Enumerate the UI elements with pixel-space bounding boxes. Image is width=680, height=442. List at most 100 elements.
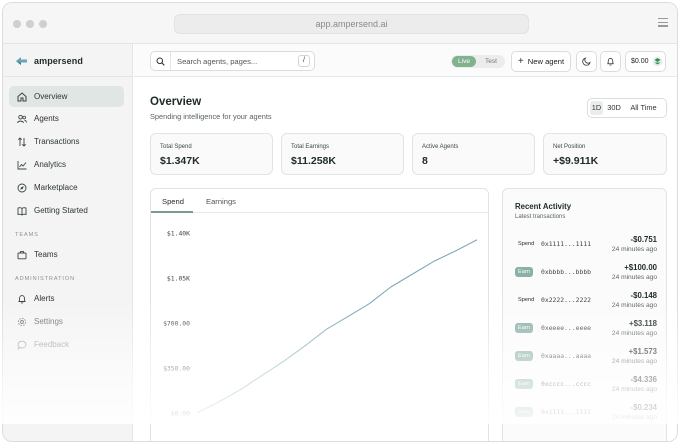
tx-id: 0x1111...1111	[541, 240, 592, 248]
tab-spend[interactable]: Spend	[162, 197, 184, 206]
line-chart-icon	[17, 160, 27, 169]
tx-amount: +$1.573	[628, 347, 657, 356]
brand-logo-icon	[16, 57, 27, 65]
stat-card-total-spend[interactable]: Total Spend $1.347K	[150, 133, 273, 175]
mode-live-option[interactable]: Live	[452, 56, 476, 67]
sidebar-item-teams[interactable]: Teams	[9, 244, 124, 265]
type-badge: Earn	[515, 379, 533, 389]
range-option-1d[interactable]: 1D	[590, 101, 603, 115]
top-bar: Search agents, pages... / Live Test + Ne…	[134, 44, 677, 77]
briefcase-icon	[17, 250, 27, 259]
tx-amount: -$4.336	[630, 375, 657, 384]
stat-card-total-earnings[interactable]: Total Earnings $11.258K	[281, 133, 404, 175]
sidebar-item-label: Getting Started	[34, 206, 88, 215]
window-maximize-dot[interactable]	[39, 20, 47, 28]
stat-label: Total Spend	[160, 144, 192, 150]
y-tick-label: $1.40K	[167, 230, 190, 238]
activity-row[interactable]: Earn 0x1111...1111 -$0.234 24 minutes ag…	[515, 403, 657, 425]
home-icon	[17, 91, 27, 101]
tx-id: 0x1111...1111	[541, 408, 592, 416]
chart-tabs: Spend Earnings	[151, 189, 488, 213]
sidebar-item-transactions[interactable]: Transactions	[9, 131, 124, 152]
tx-time: 24 minutes ago	[611, 274, 657, 281]
sidebar: ampersend Overview Agents Transactions A…	[3, 44, 133, 441]
sidebar-item-feedback[interactable]: Feedback	[9, 334, 124, 355]
address-bar[interactable]: app.ampersend.ai	[174, 14, 529, 34]
activity-row[interactable]: Earn 0xbbbb...bbbb +$100.00 24 minutes a…	[515, 263, 657, 285]
sidebar-item-overview[interactable]: Overview	[9, 86, 124, 107]
mode-test-option[interactable]: Test	[485, 58, 497, 65]
brand-name: ampersend	[34, 56, 83, 66]
sidebar-item-agents[interactable]: Agents	[9, 108, 124, 129]
type-badge: Spend	[518, 297, 535, 303]
window-minimize-dot[interactable]	[26, 20, 34, 28]
tx-time: 24 minutes ago	[611, 386, 657, 393]
plus-icon: +	[517, 56, 524, 67]
sidebar-item-label: Transactions	[34, 137, 80, 146]
tab-earnings[interactable]: Earnings	[206, 197, 236, 206]
tx-amount: -$0.234	[630, 403, 657, 412]
notifications-button[interactable]	[600, 51, 621, 72]
stat-value: 8	[422, 155, 428, 167]
tx-time: 24 minutes ago	[611, 246, 657, 253]
type-badge: Earn	[515, 407, 533, 417]
tx-time: 24 minutes ago	[611, 358, 657, 365]
main-content: Overview Spending intelligence for your …	[134, 78, 677, 441]
y-tick-label: $350.00	[163, 365, 190, 373]
gear-icon	[17, 317, 27, 326]
sidebar-item-settings[interactable]: Settings	[9, 311, 124, 332]
stat-label: Net Position	[553, 144, 586, 150]
tx-amount: -$0.148	[630, 291, 657, 300]
wallet-balance-button[interactable]: $0.00	[625, 51, 666, 72]
arrows-up-down-icon	[17, 136, 27, 147]
stat-label: Active Agents	[422, 144, 459, 150]
sidebar-item-label: Agents	[34, 114, 59, 123]
wallet-balance: $0.00	[631, 58, 649, 65]
bell-icon	[18, 294, 26, 303]
search-box[interactable]: Search agents, pages... /	[150, 51, 315, 71]
moon-icon	[582, 57, 591, 66]
new-agent-button[interactable]: + New agent	[511, 51, 571, 72]
tx-id: 0xeeee...eeee	[541, 324, 592, 332]
active-tab-indicator	[151, 211, 193, 213]
search-input[interactable]: Search agents, pages...	[177, 57, 258, 66]
theme-toggle-button[interactable]	[576, 51, 597, 72]
browser-chrome: app.ampersend.ai	[3, 3, 677, 44]
stat-card-net-position[interactable]: Net Position +$9.911K	[543, 133, 667, 175]
menu-icon[interactable]	[658, 18, 668, 27]
range-option-all-time[interactable]: All Time	[630, 103, 657, 112]
activity-row[interactable]: Earn 0xeeee...eeee +$3.118 24 minutes ag…	[515, 319, 657, 341]
spend-chart-card: Spend Earnings $1.40K $1.05K $700.00 $350.0…	[150, 188, 489, 441]
range-option-30d[interactable]: 30D	[607, 103, 621, 112]
sidebar-item-label: Teams	[34, 250, 58, 259]
spend-series-line	[196, 239, 478, 414]
sidebar-item-analytics[interactable]: Analytics	[9, 154, 124, 175]
mode-toggle[interactable]: Live Test	[451, 55, 505, 68]
sidebar-item-getting-started[interactable]: Getting Started	[9, 200, 124, 221]
section-label-administration: ADMINISTRATION	[15, 276, 76, 282]
window-close-dot[interactable]	[13, 20, 21, 28]
stat-card-active-agents[interactable]: Active Agents 8	[412, 133, 535, 175]
tx-id: 0x2222...2222	[541, 296, 592, 304]
activity-row[interactable]: Earn 0xcccc...cccc -$4.336 24 minutes ag…	[515, 375, 657, 397]
message-icon	[17, 340, 27, 350]
stat-label: Total Earnings	[291, 144, 330, 150]
tx-id: 0xbbbb...bbbb	[541, 268, 592, 276]
activity-title: Recent Activity	[515, 202, 572, 211]
book-icon	[17, 206, 27, 216]
brand[interactable]: ampersend	[15, 54, 83, 68]
search-icon[interactable]	[151, 52, 171, 70]
activity-row[interactable]: Spend 0x2222...2222 -$0.148 24 minutes a…	[515, 291, 657, 313]
tx-amount: -$0.751	[630, 235, 657, 244]
section-label-teams: TEAMS	[15, 232, 39, 238]
activity-row[interactable]: Earn 0xaaaa...aaaa +$1.573 24 minutes ag…	[515, 347, 657, 369]
sidebar-item-marketplace[interactable]: Marketplace	[9, 177, 124, 198]
tx-amount: +$100.00	[624, 263, 657, 272]
sidebar-item-label: Analytics	[34, 160, 67, 169]
activity-row[interactable]: Spend 0x1111...1111 -$0.751 24 minutes a…	[515, 235, 657, 257]
sidebar-item-alerts[interactable]: Alerts	[9, 288, 124, 309]
sidebar-item-label: Settings	[34, 317, 63, 326]
compass-icon	[17, 183, 27, 192]
new-agent-label: New agent	[527, 57, 565, 66]
